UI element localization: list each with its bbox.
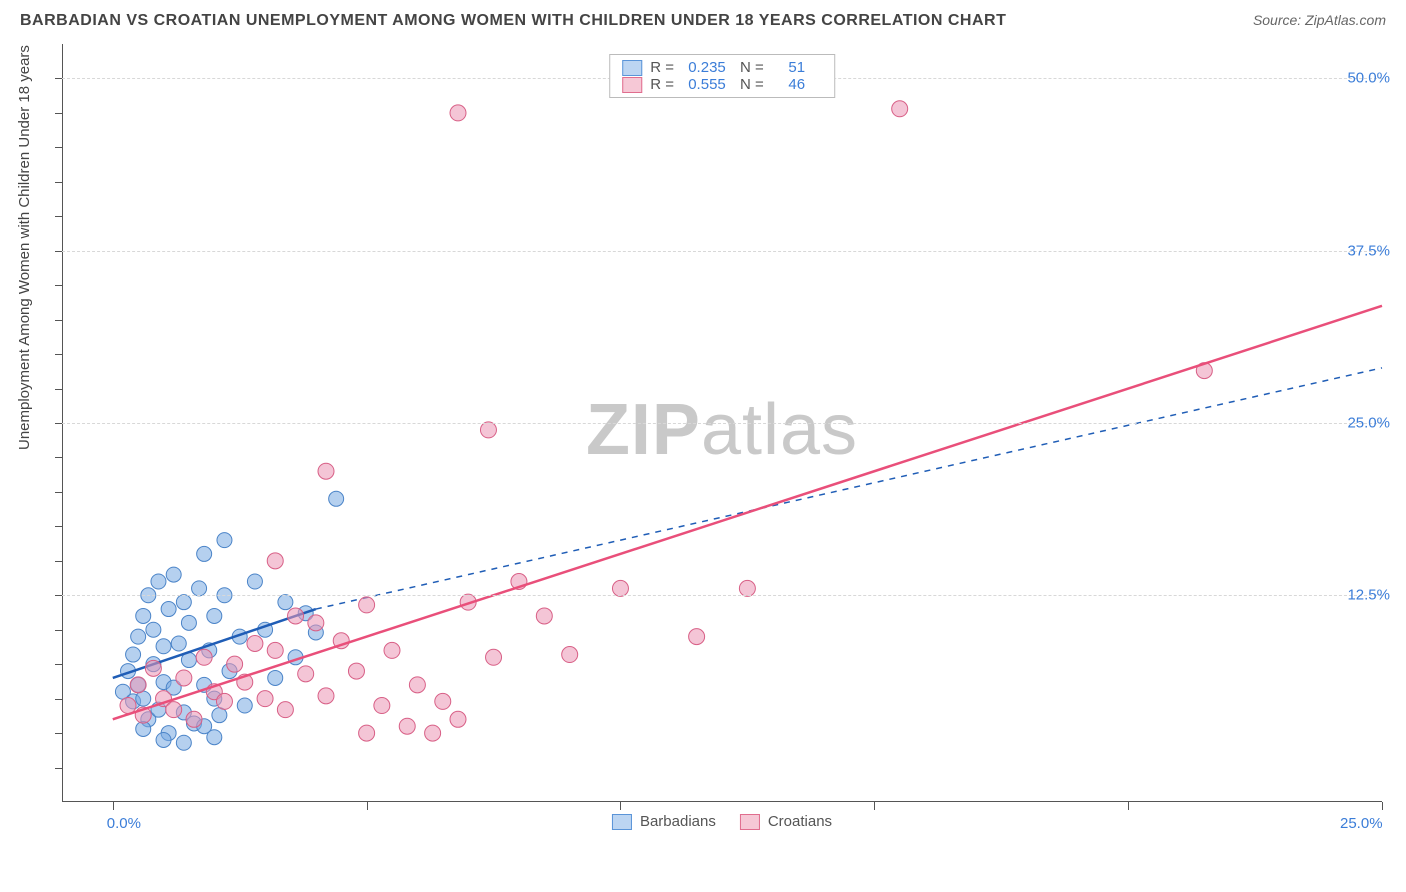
legend-item-barbadians: Barbadians xyxy=(612,813,716,830)
swatch-icon xyxy=(740,814,760,830)
n-value: 46 xyxy=(772,76,822,93)
x-tick-label-min: 0.0% xyxy=(107,815,141,832)
r-value: 0.235 xyxy=(682,59,732,76)
legend-label: Barbadians xyxy=(640,813,716,830)
y-axis-label: Unemployment Among Women with Children U… xyxy=(16,45,33,450)
y-tick-label: 12.5% xyxy=(1347,587,1390,604)
swatch-icon xyxy=(622,77,642,93)
chart-title: BARBADIAN VS CROATIAN UNEMPLOYMENT AMONG… xyxy=(20,12,1006,30)
r-label: R = xyxy=(650,59,674,76)
r-label: R = xyxy=(650,76,674,93)
n-value: 51 xyxy=(772,59,822,76)
stats-legend-row-1: R = 0.555 N = 46 xyxy=(622,76,822,93)
swatch-icon xyxy=(622,60,642,76)
scatter-plot xyxy=(62,44,1382,832)
stats-legend: R = 0.235 N = 51 R = 0.555 N = 46 xyxy=(609,54,835,98)
y-tick-label: 25.0% xyxy=(1347,415,1390,432)
stats-legend-row-0: R = 0.235 N = 51 xyxy=(622,59,822,76)
header: BARBADIAN VS CROATIAN UNEMPLOYMENT AMONG… xyxy=(0,0,1406,36)
r-value: 0.555 xyxy=(682,76,732,93)
x-tick-label-max: 25.0% xyxy=(1340,815,1383,832)
chart-area: ZIPatlas R = 0.235 N = 51 R = 0.555 N = … xyxy=(62,44,1382,832)
y-tick-label: 37.5% xyxy=(1347,242,1390,259)
swatch-icon xyxy=(612,814,632,830)
series-legend: Barbadians Croatians xyxy=(612,813,832,830)
legend-label: Croatians xyxy=(768,813,832,830)
legend-item-croatians: Croatians xyxy=(740,813,832,830)
y-tick-label: 50.0% xyxy=(1347,70,1390,87)
n-label: N = xyxy=(740,59,764,76)
n-label: N = xyxy=(740,76,764,93)
source-label: Source: ZipAtlas.com xyxy=(1253,12,1386,28)
